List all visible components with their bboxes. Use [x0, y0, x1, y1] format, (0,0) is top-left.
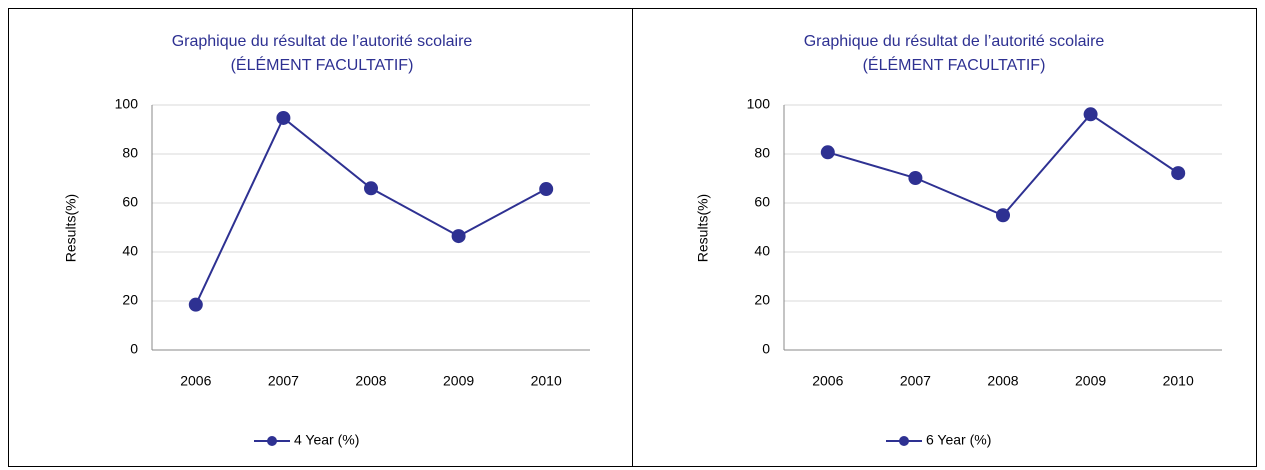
y-tick-label: 100 — [747, 96, 771, 112]
legend-marker — [899, 436, 909, 446]
legend-label: 4 Year (%) — [294, 432, 359, 448]
y-tick-label: 80 — [122, 145, 138, 161]
chart-title: Graphique du résultat de l’autorité scol… — [172, 33, 473, 50]
x-tick-label: 2007 — [268, 373, 299, 389]
data-point — [276, 110, 291, 125]
y-tick-label: 0 — [130, 341, 138, 357]
legend-label: 6 Year (%) — [926, 432, 991, 448]
data-point — [1171, 166, 1186, 181]
series-line — [194, 116, 547, 306]
y-tick-label: 0 — [762, 341, 770, 357]
x-tick-label: 2008 — [355, 373, 386, 389]
y-tick-label: 40 — [754, 243, 770, 259]
data-point — [908, 171, 923, 186]
x-tick-label: 2010 — [531, 373, 562, 389]
chart-subtitle: (ÉLÉMENT FACULTATIF) — [231, 55, 414, 74]
panel-border — [8, 8, 633, 467]
y-tick-label: 60 — [122, 194, 138, 210]
data-point — [820, 145, 835, 160]
x-tick-label: 2006 — [812, 373, 843, 389]
x-tick-label: 2009 — [1075, 373, 1106, 389]
x-tick-label: 2010 — [1163, 373, 1194, 389]
y-tick-label: 40 — [122, 243, 138, 259]
data-point — [996, 208, 1010, 223]
x-tick-label: 2006 — [180, 373, 211, 389]
panel-border — [632, 8, 1257, 467]
data-point — [1083, 107, 1098, 122]
x-tick-label: 2009 — [443, 373, 474, 389]
series-line — [827, 112, 1179, 217]
x-tick-label: 2007 — [900, 373, 931, 389]
data-point — [539, 182, 554, 197]
chart-subtitle: (ÉLÉMENT FACULTATIF) — [863, 55, 1046, 74]
chart-title: Graphique du résultat de l’autorité scol… — [804, 33, 1105, 50]
y-tick-label: 20 — [122, 292, 138, 308]
y-axis-label: Results(%) — [695, 194, 711, 262]
y-tick-label: 100 — [115, 96, 139, 112]
y-axis-label: Results(%) — [63, 194, 79, 262]
data-point — [364, 181, 378, 196]
y-tick-label: 80 — [754, 145, 770, 161]
data-point — [451, 229, 466, 244]
data-point — [188, 297, 203, 312]
y-tick-label: 20 — [754, 292, 770, 308]
x-tick-label: 2008 — [987, 373, 1018, 389]
y-tick-label: 60 — [754, 194, 770, 210]
legend-marker — [267, 436, 277, 446]
